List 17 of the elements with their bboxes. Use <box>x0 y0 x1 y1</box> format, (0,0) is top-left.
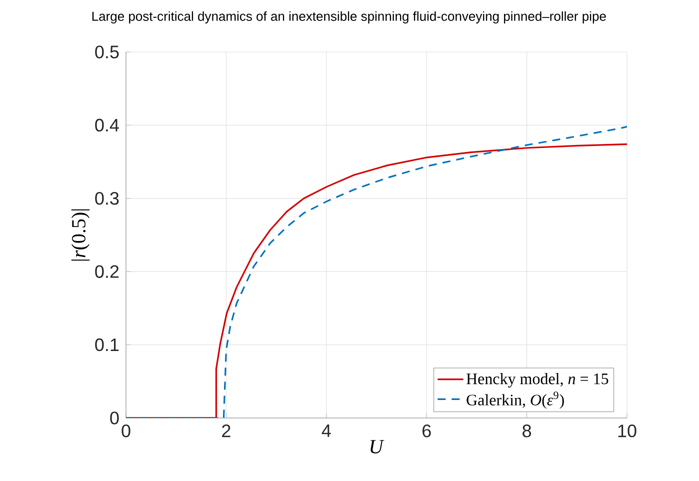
x-tick-label: 4 <box>322 424 331 437</box>
x-axis-title: U <box>370 440 384 454</box>
y-tick-label: 0.3 <box>95 192 119 205</box>
legend-label: Galerkin, O(ε$^{9}$) <box>466 392 564 409</box>
x-tick-label: 6 <box>422 424 431 438</box>
y-axis-title: |r(0.5)| <box>71 209 90 261</box>
y-tick-label: 0.2 <box>95 265 119 278</box>
x-tick-label: 2 <box>222 424 230 438</box>
chart-title: Large post-critical dynamics of an inextensible spinning fluid-conveying pinned–roller pipe <box>92 11 606 24</box>
x-tick-label: 8 <box>522 424 532 438</box>
y-tick-label: 0 <box>110 412 119 424</box>
y-tick-label: 0.4 <box>95 118 119 132</box>
x-tick-label: 10 <box>618 424 636 438</box>
y-tick-label: 0.1 <box>95 338 119 352</box>
legend-label: Hencky model, n = 15 <box>466 372 608 388</box>
x-tick-label: 0 <box>122 424 130 438</box>
y-tick-label: 0.5 <box>95 46 119 58</box>
